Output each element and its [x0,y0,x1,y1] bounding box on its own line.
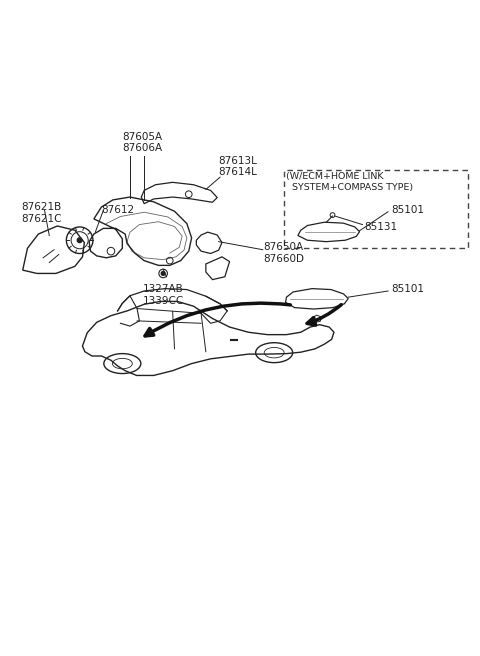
Circle shape [77,238,82,243]
Text: 87650A
87660D: 87650A 87660D [263,242,304,264]
Circle shape [161,272,165,276]
Text: 87605A
87606A: 87605A 87606A [123,132,163,154]
Text: 85101: 85101 [391,205,424,215]
Text: 87613L
87614L: 87613L 87614L [219,155,258,177]
Text: 87612: 87612 [101,205,134,215]
Text: 85131: 85131 [364,222,397,232]
Text: 85101: 85101 [391,284,424,294]
Text: 87621B
87621C: 87621B 87621C [21,203,61,224]
Text: 1327AB
1339CC: 1327AB 1339CC [143,284,184,306]
Text: (W/ECM+HOME LINK
  SYSTEM+COMPASS TYPE): (W/ECM+HOME LINK SYSTEM+COMPASS TYPE) [287,173,414,192]
